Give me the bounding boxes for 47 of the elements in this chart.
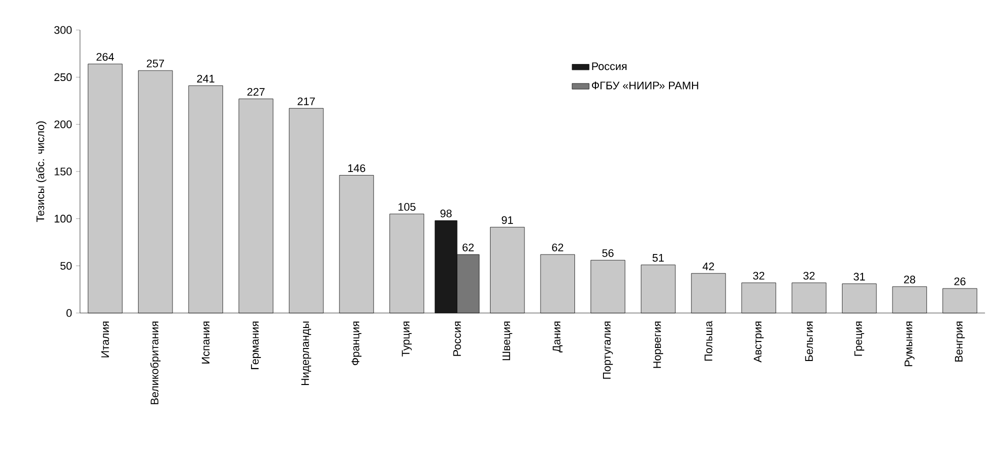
x-tick-label: Венгрия: [954, 322, 965, 362]
x-tick-label: Германия: [251, 322, 261, 370]
y-tick-label: 200: [54, 120, 72, 128]
data-label: 31: [854, 272, 865, 281]
data-label: 91: [502, 216, 513, 224]
x-tick-label: Польша: [704, 320, 712, 361]
x-tick-label: Россия: [453, 322, 461, 356]
y-tick-label: 50: [60, 262, 72, 270]
data-label: 62: [462, 244, 474, 252]
x-tick-label: Норвегия: [653, 322, 664, 368]
y-tick-label: 300: [54, 26, 72, 34]
x-tick-label: Турция: [402, 322, 412, 356]
y-tick-label: 100: [54, 214, 72, 223]
data-label: 105: [398, 203, 416, 211]
x-tick-label: Бельгия: [805, 322, 813, 362]
data-label: 146: [348, 164, 366, 172]
data-label: 32: [803, 272, 815, 280]
data-label: 257: [146, 60, 164, 68]
data-label: 98: [440, 210, 452, 218]
y-tick-label: 150: [54, 168, 72, 176]
data-label: 56: [602, 249, 614, 257]
x-tick-label: Италия: [101, 322, 109, 358]
x-tick-label: Великобритания: [150, 322, 161, 404]
data-label: 32: [753, 272, 764, 280]
x-tick-label: Нидерланды: [301, 322, 312, 386]
legend-label: Россия: [592, 62, 626, 70]
data-label: 62: [552, 244, 564, 252]
x-tick-label: Швеция: [502, 322, 512, 360]
data-label: 42: [702, 262, 714, 270]
legend-label: ФГБУ «НИИР» РАМН: [592, 82, 698, 90]
data-label: 217: [298, 97, 315, 106]
y-axis-title: Тезисы (абс. число): [36, 121, 46, 222]
x-tick-label: Испания: [202, 322, 210, 364]
x-tick-label: Греция: [854, 322, 864, 356]
x-tick-label: Дания: [552, 322, 563, 352]
data-label: 28: [904, 276, 916, 284]
x-tick-label: Португалия: [603, 322, 613, 379]
x-tick-label: Румыния: [904, 322, 914, 366]
x-tick-label: Австрия: [754, 322, 764, 362]
data-label: 264: [96, 53, 114, 61]
data-label: 51: [652, 254, 664, 262]
data-label: 26: [954, 278, 966, 286]
y-tick-label: 0: [66, 309, 72, 317]
data-label: 241: [197, 74, 214, 82]
x-tick-label: Франция: [352, 322, 362, 366]
y-tick-label: 250: [54, 73, 72, 82]
data-label: 227: [247, 88, 265, 96]
